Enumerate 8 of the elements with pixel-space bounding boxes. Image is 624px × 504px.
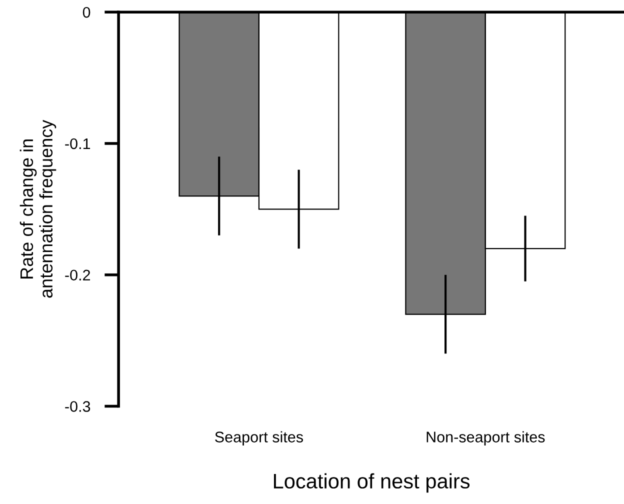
y-tick-label: -0.3 [65,401,90,412]
y-axis-title: Rate of change in antennation frequency [20,120,56,298]
x-tick-label: Seaport sites [215,431,303,446]
y-tick-label: -0.2 [65,270,90,281]
y-tick-label: 0 [82,6,90,18]
x-tick-label: Non-seaport sites [426,431,545,446]
y-tick-label: -0.1 [65,138,90,150]
x-axis-title: Location of nest pairs [274,473,470,493]
